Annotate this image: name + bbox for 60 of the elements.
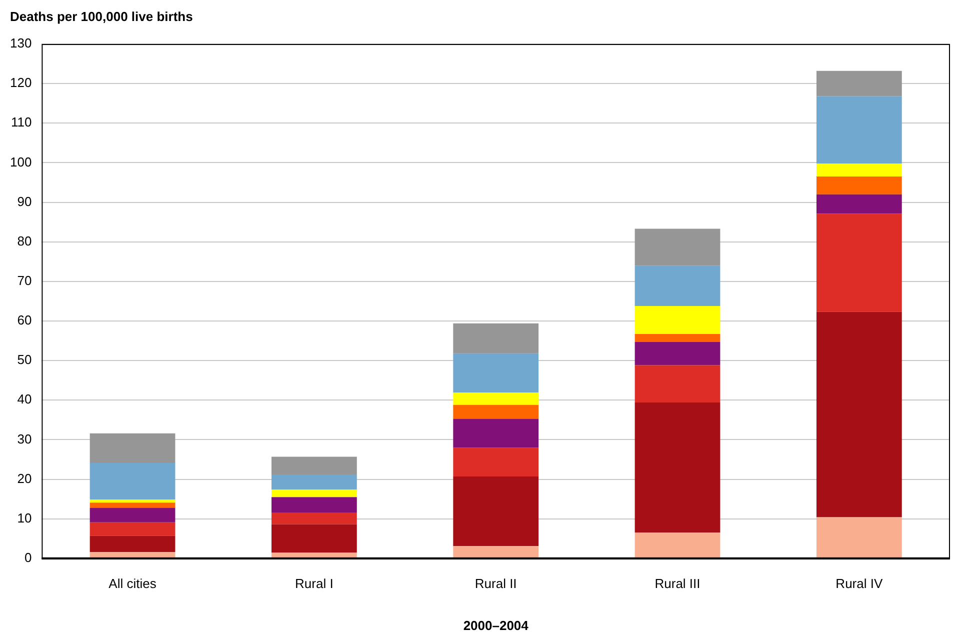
bar [453,546,539,558]
bar [90,508,176,522]
y-tick-label: 120 [10,75,32,90]
y-tick-label: 10 [17,510,32,526]
bar [271,552,357,558]
bar [634,532,720,558]
x-tick-label: All cities [108,576,157,591]
bar [634,334,720,342]
bar [271,456,357,475]
bar [271,497,357,512]
bar [816,194,902,214]
bar [90,536,176,552]
y-tick-label: 40 [17,392,32,407]
bar [816,96,902,164]
bar [90,502,176,508]
bar [90,552,176,558]
bar [90,433,176,464]
y-tick-label: 60 [17,312,32,328]
x-tick-label: Rural IV [836,576,883,591]
x-tick-label: Rural II [474,576,517,591]
bar [453,353,539,393]
bar [634,402,720,533]
y-tick-label: 80 [17,233,32,248]
bar [634,306,720,334]
bar [453,323,539,354]
bar [453,476,539,546]
y-axis-title: Deaths per 100,000 live births [10,9,193,24]
bar [271,474,357,490]
y-tick-label: 110 [10,114,32,130]
bar [634,228,720,266]
y-tick-label: 30 [17,431,32,446]
bar [271,524,357,552]
x-tick-label: Rural III [654,576,700,591]
x-tick-label: Rural I [295,576,334,591]
x-axis-title: 2000–2004 [463,618,530,632]
bar [453,404,539,419]
bar [271,512,357,524]
y-tick-label: 20 [17,470,32,486]
bar [90,499,176,503]
bar [453,448,539,476]
bar [453,418,539,448]
y-tick-label: 0 [24,550,32,565]
bar [634,365,720,402]
bar [816,214,902,312]
bar [816,176,902,194]
y-tick-label: 90 [17,194,32,209]
y-tick-label: 100 [10,154,32,170]
y-tick-label: 50 [17,352,32,368]
y-tick-label: 130 [10,36,32,51]
bar [816,517,902,558]
bar [634,342,720,366]
bar [271,490,357,498]
bar [816,70,902,96]
bar [90,522,176,536]
bar [816,164,902,177]
bar [90,463,176,500]
bar [634,266,720,306]
bar [453,392,539,405]
bar [816,312,902,518]
y-tick-label: 70 [17,272,32,288]
